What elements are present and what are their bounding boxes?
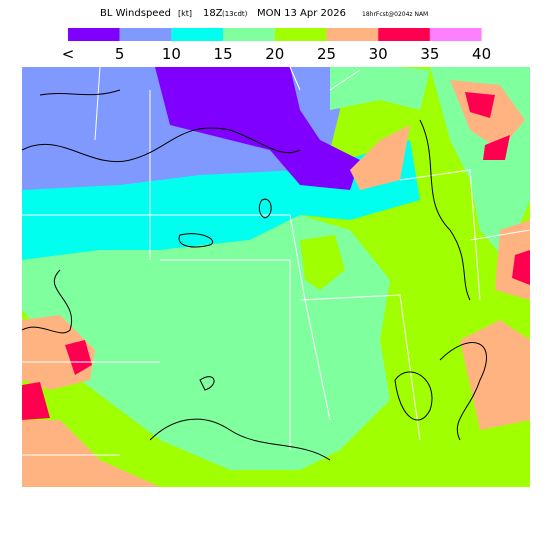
legend-swatch bbox=[171, 28, 224, 41]
legend-swatch bbox=[119, 28, 172, 41]
title-time: 18Z bbox=[203, 8, 223, 19]
legend-swatch bbox=[326, 28, 379, 41]
title-text: BL Windspeed bbox=[100, 8, 171, 19]
legend-label: 15 bbox=[214, 45, 233, 63]
region-red-edge bbox=[512, 250, 530, 285]
legend-swatch bbox=[378, 28, 430, 41]
title: BL Windspeed [kt] 18Z (13cdt) MON 13 Apr… bbox=[100, 8, 428, 19]
legend-swatch bbox=[68, 28, 120, 41]
state-borders bbox=[22, 66, 531, 456]
title-local: (13cdt) bbox=[222, 10, 248, 18]
region-red-east bbox=[483, 135, 510, 160]
legend-label: 40 bbox=[472, 45, 491, 63]
color-legend: <5 10 15 20 25 30 35 40 bbox=[62, 28, 491, 63]
region-green bbox=[22, 215, 390, 470]
legend-swatch bbox=[274, 28, 327, 41]
legend-swatch bbox=[429, 28, 482, 41]
legend-label: 10 bbox=[162, 45, 181, 63]
region-peach-lake bbox=[350, 125, 410, 190]
title-date: MON 13 Apr 2026 bbox=[257, 8, 346, 19]
legend-swatch bbox=[223, 28, 275, 41]
region-red-northeast bbox=[465, 92, 495, 118]
legend-label: 25 bbox=[317, 45, 336, 63]
legend-label: 35 bbox=[420, 45, 439, 63]
region-purple bbox=[155, 67, 360, 190]
contour-lines bbox=[21, 89, 487, 461]
region-red-west bbox=[65, 340, 92, 375]
legend-label: < bbox=[62, 45, 75, 63]
region-peach-south bbox=[22, 420, 160, 487]
region-peach-southeast bbox=[460, 320, 530, 430]
region-lime-central bbox=[300, 235, 345, 290]
region-red-southwest bbox=[22, 382, 50, 420]
region-green-north bbox=[330, 67, 430, 110]
title-units: [kt] bbox=[178, 9, 192, 18]
legend-label: 30 bbox=[369, 45, 388, 63]
map-area bbox=[21, 66, 531, 487]
legend-label: 20 bbox=[265, 45, 284, 63]
legend-label: 5 bbox=[115, 45, 125, 63]
title-forecast: 18hrFcst@0204z NAM bbox=[362, 11, 428, 18]
